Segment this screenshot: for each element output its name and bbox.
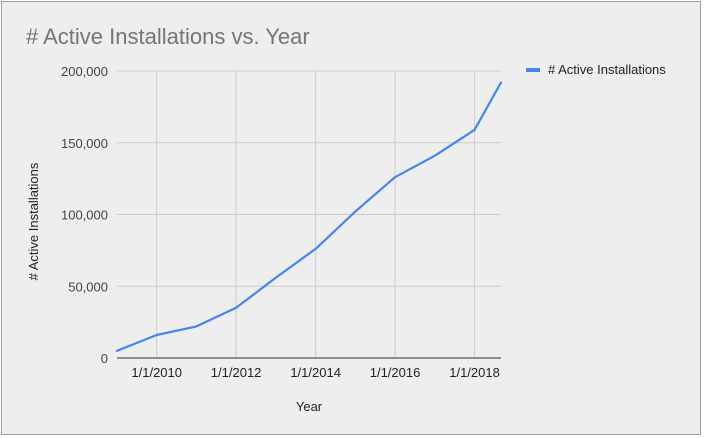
y-tick-label: 50,000 bbox=[68, 279, 108, 294]
legend-swatch bbox=[526, 67, 540, 72]
x-axis-title: Year bbox=[296, 399, 323, 414]
x-tick-label: 1/1/2018 bbox=[449, 365, 500, 380]
y-tick-label: 200,000 bbox=[61, 64, 108, 79]
chart-title: # Active Installations vs. Year bbox=[26, 24, 310, 49]
x-axis-ticks: 1/1/2010 1/1/2012 1/1/2014 1/1/2016 1/1/2018 bbox=[131, 365, 499, 380]
y-axis-ticks: 0 50,000 100,000 150,000 200,000 bbox=[61, 64, 108, 366]
series-layer bbox=[115, 81, 503, 352]
gridlines bbox=[117, 70, 501, 358]
x-tick-label: 1/1/2014 bbox=[290, 365, 341, 380]
x-tick-label: 1/1/2010 bbox=[131, 365, 182, 380]
x-tick-label: 1/1/2016 bbox=[370, 365, 421, 380]
series-line-0[interactable] bbox=[115, 81, 503, 352]
y-tick-label: 0 bbox=[101, 351, 108, 366]
y-axis-title: # Active Installations bbox=[26, 162, 41, 280]
legend-label: # Active Installations bbox=[548, 62, 666, 77]
x-tick-label: 1/1/2012 bbox=[211, 365, 262, 380]
y-tick-label: 150,000 bbox=[61, 136, 108, 151]
y-tick-label: 100,000 bbox=[61, 208, 108, 223]
legend[interactable]: # Active Installations bbox=[526, 62, 666, 77]
